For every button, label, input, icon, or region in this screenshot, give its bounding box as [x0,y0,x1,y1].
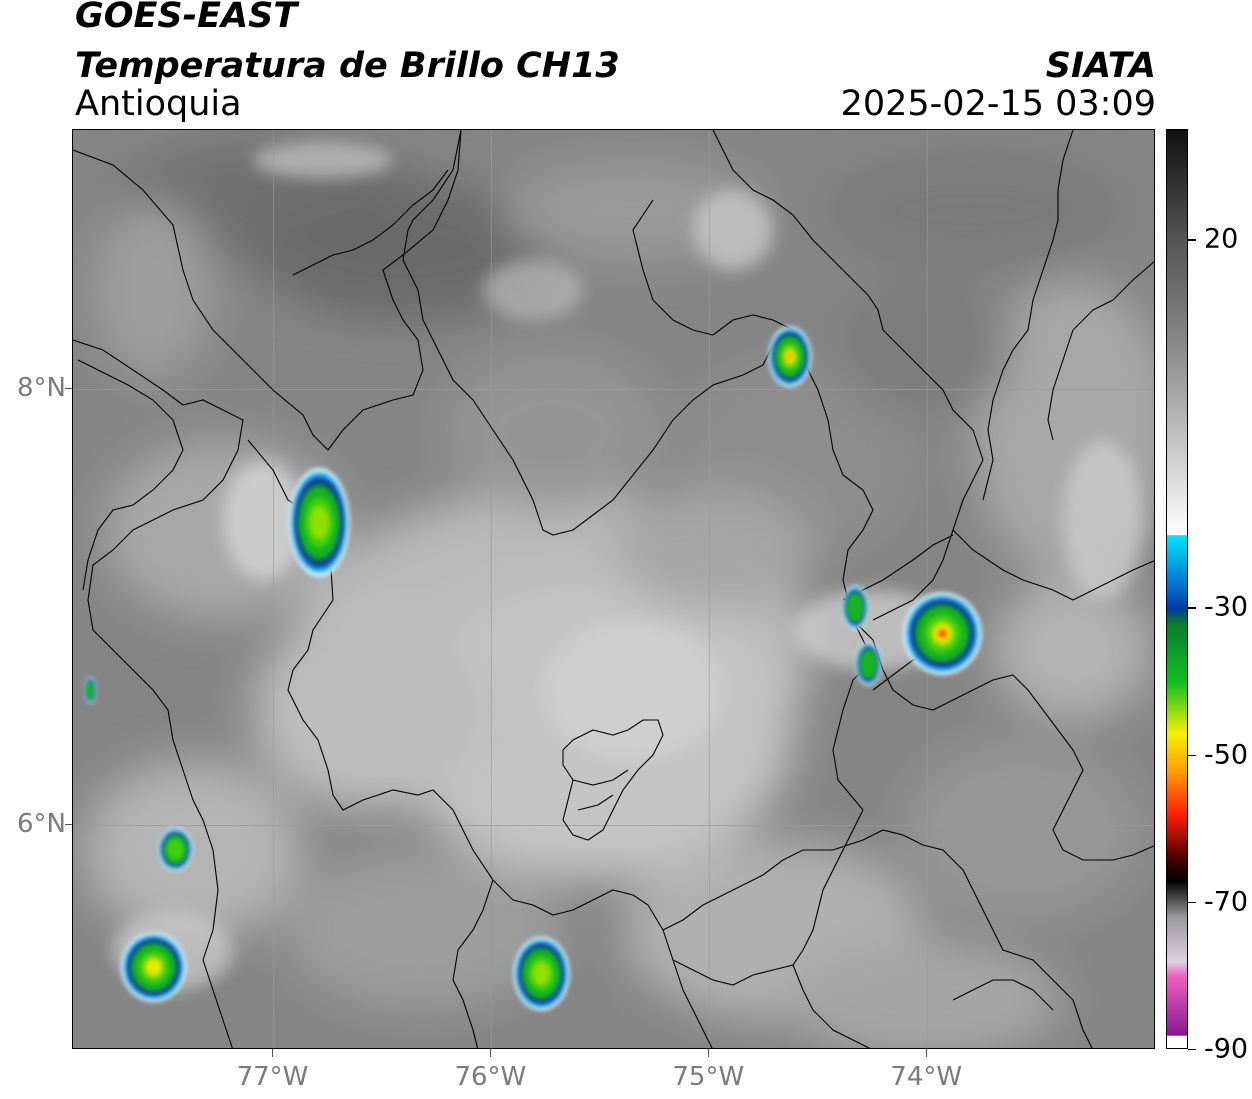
medellin-inner-1 [572,769,629,786]
organization-label: SIATA [1045,46,1156,86]
colorbar-fill [1167,130,1187,1048]
cell-south-central [513,936,570,1011]
cell-far-west-contour [86,681,95,699]
east-diagonal [842,534,954,601]
cell-east-main [903,592,982,676]
lon-tick-74w [926,1049,928,1057]
lat-tick-8n [65,388,72,390]
colorbar-tick-m30 [1188,607,1196,609]
cell-east-main-contour [938,629,947,638]
satellite-title: GOES-EAST [75,0,298,36]
colorbar-tick-m70 [1188,901,1196,903]
medellin-area-border [562,719,664,841]
gulf-line [292,169,449,276]
map-canvas[interactable] [73,130,1155,1049]
river-east-far [1047,261,1154,441]
colorbar-label-m90: -90 [1204,1033,1249,1065]
cell-southwest-1 [157,827,193,872]
lon-tick-75w [708,1049,710,1057]
lon-tick-77w [272,1049,274,1057]
lat-label-8n: 8°N [17,373,66,404]
lat-tick-6n [65,824,72,826]
cell-southwest-2 [120,932,187,1003]
cell-southwest-1-contour [167,839,184,860]
coastline-west [73,339,244,1048]
lon-label-76w: 76°W [454,1062,527,1092]
antioquia-border-east [787,334,874,811]
lon-label-75w: 75°W [672,1062,745,1092]
cell-west-urabá [288,467,350,577]
lat-label-6n: 6°N [17,809,66,840]
cell-southwest-2-contour [146,959,161,975]
medellin-inner-2 [577,794,614,811]
product-title: Temperatura de Brillo CH13 [75,46,620,86]
dept-border-risaralda [672,959,713,1048]
dept-border-cordoba [632,199,794,336]
cell-south-central-contour [533,962,550,985]
region-label: Antioquia [75,84,242,124]
cell-east-2-contour [859,650,877,679]
dept-border-south [452,879,494,1048]
cell-east-2 [855,642,882,686]
antioquia-border-north [402,130,789,536]
colorbar-gradient [1167,130,1187,1048]
lon-tick-76w [490,1049,492,1057]
colorbar-label-m50: -50 [1204,739,1249,771]
colorbar-label-m70: -70 [1204,886,1249,918]
cell-east-1 [842,585,869,630]
dept-border-santander [852,619,1154,861]
river-cauca-east [982,130,1074,501]
dept-border-northeast [712,130,984,621]
cell-north-central [768,326,812,388]
cell-north-central-contour [786,352,794,362]
boundaries [73,130,1154,1048]
colorbar-tick-m50 [1188,754,1196,756]
cell-east-1-contour [846,593,864,622]
colorbar-tick-m90 [1188,1049,1196,1051]
cell-far-west [83,677,97,704]
lon-label-74w: 74°W [890,1062,963,1092]
graticule [73,130,1154,1048]
dept-border-east-river [952,529,1154,601]
datetime-label: 2025-02-15 03:09 [840,84,1156,124]
storm-cells [83,326,982,1011]
dept-border-cundinamarca [952,979,1054,1011]
dept-border-boyaca [792,964,871,1048]
colorbar [1166,129,1188,1049]
coastline-inner [77,359,184,591]
colorbar-label-20: 20 [1204,223,1239,255]
lon-label-77w: 77°W [236,1062,309,1092]
satellite-map[interactable] [72,129,1155,1049]
colorbar-tick-20 [1188,239,1196,241]
cell-west-urabá-contour [310,506,329,539]
dept-border-caldas [662,829,1093,1048]
coastline-uraba [73,130,462,451]
colorbar-label-m30: -30 [1204,591,1249,623]
